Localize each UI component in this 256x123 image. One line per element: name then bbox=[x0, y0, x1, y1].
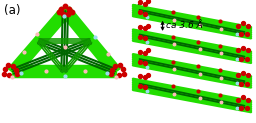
Text: ca 3.6 Å: ca 3.6 Å bbox=[166, 21, 203, 30]
Text: (a): (a) bbox=[4, 4, 20, 17]
Text: (b): (b) bbox=[132, 4, 148, 17]
